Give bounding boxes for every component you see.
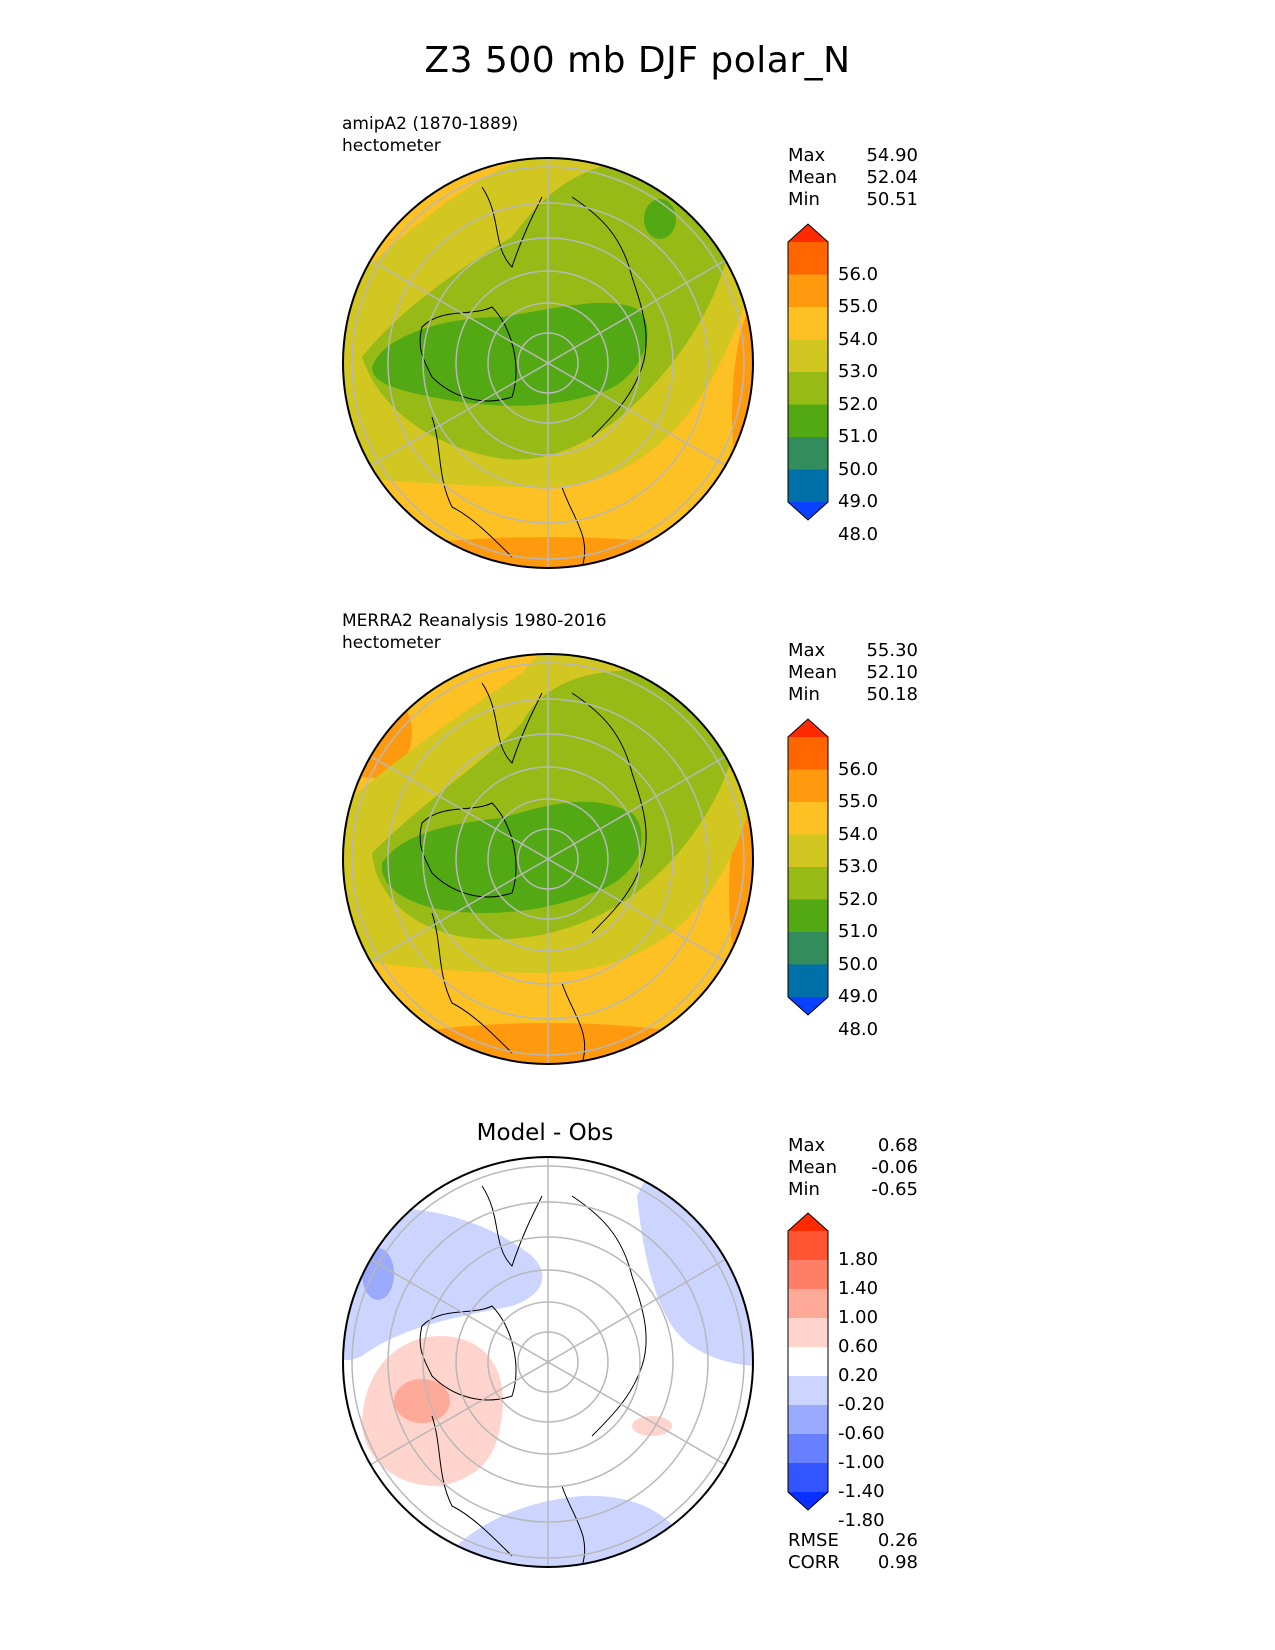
panel1-polar-map bbox=[342, 157, 754, 569]
colorbar-tick-label: 1.80 bbox=[838, 1249, 879, 1270]
colorbar-extend-min bbox=[788, 502, 828, 520]
colorbar-segment bbox=[788, 339, 828, 373]
diff-stats: Max 0.68 Mean -0.06 Min -0.65 bbox=[788, 1135, 918, 1200]
colorbar-segment bbox=[788, 769, 828, 803]
colorbar-segment bbox=[788, 1434, 828, 1464]
panel1-units-label: hectometer bbox=[342, 136, 441, 156]
colorbar-tick-label: 56.0 bbox=[838, 263, 879, 285]
colorbar-extend-max bbox=[788, 719, 828, 737]
contour-fill-pos-0.6 bbox=[394, 1379, 450, 1423]
colorbar-tick-label: 0.20 bbox=[838, 1365, 879, 1386]
colorbar-tick-label: 48.0 bbox=[838, 523, 879, 545]
contour-fill-neg-0.6 bbox=[362, 1248, 394, 1300]
colorbar-tick-label: -1.80 bbox=[838, 1510, 885, 1531]
panel2-stats: Max 55.30 Mean 52.10 Min 50.18 bbox=[788, 640, 918, 705]
colorbar-tick-label: 50.0 bbox=[838, 953, 879, 975]
panel1-dataset-label: amipA2 (1870-1889) bbox=[342, 114, 519, 134]
graticule bbox=[351, 158, 745, 568]
colorbar-tick-label: 49.0 bbox=[838, 986, 879, 1007]
contour-fill-neg-0.2 bbox=[343, 1208, 543, 1361]
colorbar-extend-min bbox=[788, 997, 828, 1015]
colorbar-tick-label: -0.60 bbox=[838, 1423, 885, 1444]
colorbar-segment bbox=[788, 802, 828, 835]
panel1-subtitle: amipA2 (1870-1889) hectometer bbox=[342, 113, 518, 157]
colorbar-tick-label: -1.40 bbox=[838, 1481, 885, 1502]
colorbar-tick-label: 49.0 bbox=[838, 491, 879, 512]
colorbar-tick-label: 0.60 bbox=[838, 1336, 879, 1357]
colorbar-segment bbox=[788, 1231, 828, 1261]
colorbar-tick-label: 53.0 bbox=[838, 361, 879, 382]
colorbar-tick-label: -1.00 bbox=[838, 1452, 885, 1473]
map-boundary bbox=[342, 1156, 754, 1568]
diff-colorbar bbox=[787, 1212, 829, 1511]
colorbar-extend-max bbox=[788, 1213, 828, 1231]
colorbar-segment bbox=[788, 469, 828, 503]
map-boundary bbox=[342, 653, 754, 1065]
colorbar-segment bbox=[788, 1318, 828, 1348]
colorbar-segment bbox=[788, 274, 828, 308]
colorbar-segment bbox=[788, 1405, 828, 1435]
colorbar-tick-label: 48.0 bbox=[838, 1018, 879, 1040]
colorbar-segment bbox=[788, 899, 828, 933]
colorbar-tick-label: 52.0 bbox=[838, 888, 879, 910]
colorbar-segment bbox=[788, 242, 828, 275]
colorbar-tick-label: 56.0 bbox=[838, 758, 879, 780]
diff-metrics: RMSE 0.26 CORR 0.98 bbox=[788, 1530, 918, 1573]
panel2-polar-map bbox=[342, 653, 754, 1065]
colorbar-segment bbox=[788, 834, 828, 868]
colorbar-segment bbox=[788, 737, 828, 770]
colorbar-tick-label: 1.40 bbox=[838, 1278, 879, 1299]
colorbar-outline bbox=[787, 223, 829, 521]
colorbar-tick-label: 50.0 bbox=[838, 458, 879, 480]
colorbar-tick-label: 54.0 bbox=[838, 328, 879, 350]
graticule bbox=[351, 654, 745, 1064]
colorbar-tick-label: 53.0 bbox=[838, 856, 879, 877]
diff-panel-title: Model - Obs bbox=[476, 1120, 614, 1146]
colorbar-tick-label: 52.0 bbox=[838, 393, 879, 415]
figure-title: Z3 500 mb DJF polar_N bbox=[424, 40, 851, 81]
colorbar-tick-label: 51.0 bbox=[838, 921, 879, 942]
colorbar-tick-label: -0.20 bbox=[838, 1394, 885, 1415]
colorbar-segment bbox=[788, 372, 828, 405]
colorbar-tick-label: 51.0 bbox=[838, 426, 879, 447]
panel2-units-label: hectometer bbox=[342, 633, 441, 653]
colorbar-segment bbox=[788, 1347, 828, 1377]
colorbar-outline bbox=[787, 1212, 829, 1511]
colorbar-segment bbox=[788, 437, 828, 470]
colorbar-tick-label: 54.0 bbox=[838, 823, 879, 845]
panel2-subtitle: MERRA2 Reanalysis 1980-2016 hectometer bbox=[342, 610, 607, 654]
colorbar-extend-min bbox=[788, 1492, 828, 1510]
colorbar-segment bbox=[788, 867, 828, 900]
colorbar-extend-max bbox=[788, 224, 828, 242]
panel1-stats: Max 54.90 Mean 52.04 Min 50.51 bbox=[788, 145, 918, 210]
colorbar-segment bbox=[788, 932, 828, 965]
colorbar-segment bbox=[788, 1463, 828, 1493]
panel2-dataset-label: MERRA2 Reanalysis 1980-2016 bbox=[342, 611, 607, 631]
map-boundary bbox=[342, 157, 754, 569]
colorbar-outline bbox=[787, 718, 829, 1016]
colorbar-segment bbox=[788, 1289, 828, 1319]
graticule bbox=[351, 1157, 745, 1567]
colorbar-tick-label: 55.0 bbox=[838, 791, 879, 812]
panel1-colorbar bbox=[787, 223, 829, 521]
colorbar-tick-label: 55.0 bbox=[838, 296, 879, 317]
colorbar-segment bbox=[788, 1376, 828, 1406]
colorbar-tick-label: 1.00 bbox=[838, 1307, 879, 1328]
colorbar-segment bbox=[788, 1260, 828, 1290]
colorbar-segment bbox=[788, 964, 828, 998]
panel2-colorbar bbox=[787, 718, 829, 1016]
colorbar-segment bbox=[788, 404, 828, 438]
diff-polar-map bbox=[342, 1156, 754, 1568]
colorbar-segment bbox=[788, 307, 828, 340]
